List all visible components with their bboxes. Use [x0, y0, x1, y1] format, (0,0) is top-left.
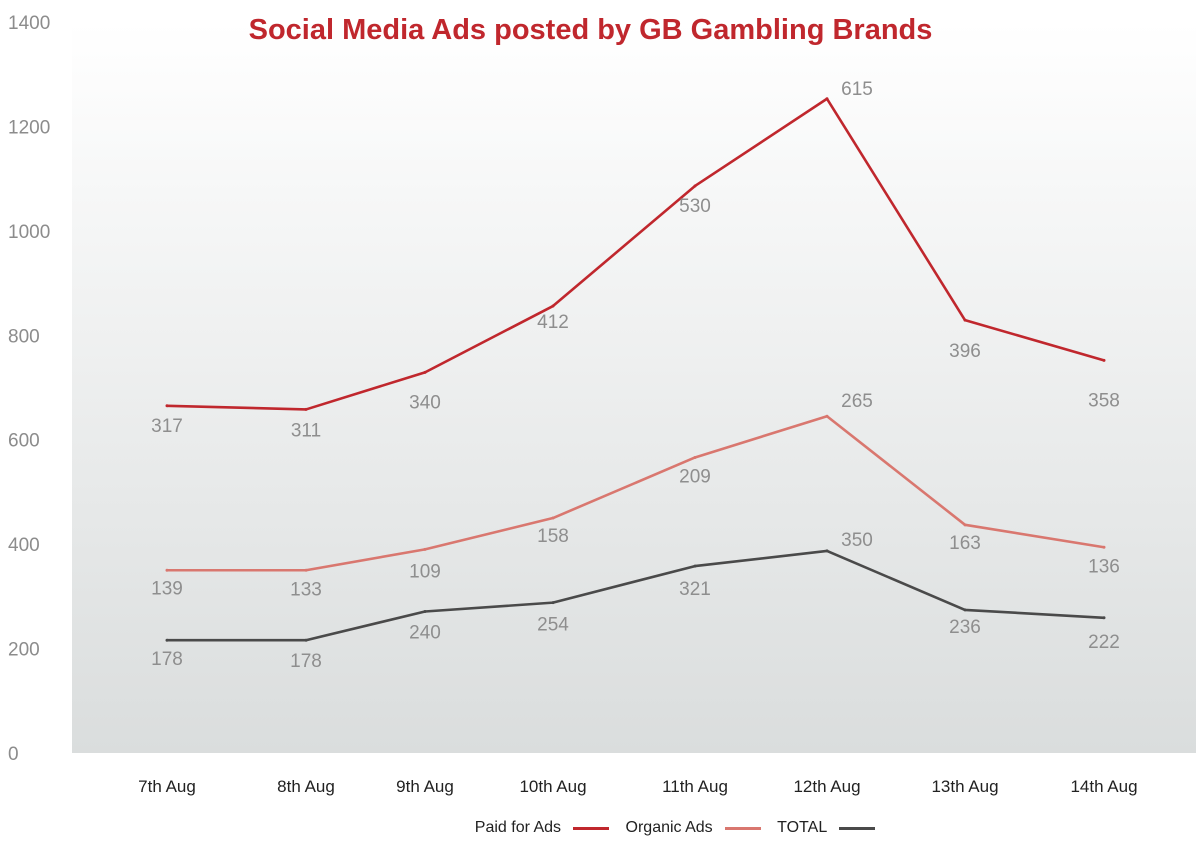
y-tick-label: 400	[8, 535, 40, 556]
data-label-organic: 109	[409, 561, 441, 582]
data-label-organic: 158	[537, 526, 569, 547]
data-label-total: 236	[949, 617, 981, 638]
data-label-total: 240	[409, 622, 441, 643]
data-point-paid	[304, 407, 308, 411]
data-point-paid	[693, 184, 697, 188]
data-point-paid	[423, 370, 427, 374]
data-label-organic: 209	[679, 466, 711, 487]
data-point-paid	[165, 404, 169, 408]
data-label-paid: 530	[679, 196, 711, 217]
data-point-total	[423, 609, 427, 613]
y-tick-label: 600	[8, 431, 40, 452]
data-point-organic	[693, 455, 697, 459]
series-line-paid	[166, 97, 1105, 411]
data-label-total: 222	[1088, 632, 1120, 653]
y-tick-label: 200	[8, 640, 40, 661]
data-label-total: 254	[537, 615, 569, 636]
data-point-total	[1102, 616, 1106, 620]
data-point-organic	[551, 516, 555, 520]
x-tick-label: 10th Aug	[519, 777, 586, 796]
data-label-paid: 615	[841, 79, 873, 100]
legend-swatch-total	[839, 826, 876, 830]
data-labels: 317 311 340 412 530 615 396 358 139 133 109 158 209 2…	[151, 79, 1120, 672]
data-point-organic	[963, 523, 967, 527]
data-label-paid: 340	[409, 392, 441, 413]
data-point-total	[963, 608, 967, 612]
y-tick-label: 0	[8, 744, 19, 765]
chart-legend: Paid for Ads Organic Ads TOTAL	[0, 819, 1196, 837]
data-point-paid	[551, 304, 555, 308]
legend-label-organic: Organic Ads	[625, 819, 713, 836]
legend-swatch-organic	[724, 826, 761, 830]
data-label-paid: 317	[151, 416, 183, 437]
data-point-organic	[1102, 545, 1106, 549]
data-label-organic: 163	[949, 533, 981, 554]
y-tick-label: 1000	[8, 222, 50, 243]
data-label-organic: 139	[151, 578, 183, 599]
data-label-total: 178	[151, 649, 183, 670]
data-label-paid: 311	[291, 420, 321, 441]
x-tick-label: 11th Aug	[662, 777, 728, 796]
data-label-paid: 358	[1088, 390, 1120, 411]
data-point-organic	[423, 547, 427, 551]
y-tick-label: 1200	[8, 117, 50, 138]
data-point-total	[551, 601, 555, 605]
x-tick-label: 9th Aug	[396, 777, 454, 796]
y-tick-label: 800	[8, 326, 40, 347]
x-tick-label: 13th Aug	[931, 777, 998, 796]
data-point-organic	[304, 568, 308, 572]
y-tick-label: 1400	[8, 13, 50, 34]
data-label-total: 350	[841, 530, 873, 551]
legend-label-total: TOTAL	[777, 819, 828, 836]
x-axis-ticks: 7th Aug 8th Aug 9th Aug 10th Aug 11th Aug 12t…	[138, 777, 1137, 796]
data-label-organic: 265	[841, 391, 873, 412]
data-point-total	[165, 638, 169, 642]
legend-item-organic: Organic Ads	[626, 819, 761, 837]
x-tick-label: 12th Aug	[793, 777, 860, 796]
legend-swatch-paid	[573, 826, 610, 830]
data-label-paid: 412	[537, 312, 569, 333]
data-point-total	[693, 564, 697, 568]
data-point-organic	[165, 568, 169, 572]
x-tick-label: 14th Aug	[1070, 777, 1137, 796]
data-point-organic	[825, 414, 829, 418]
y-axis-ticks: 0 200 400 600 800 1000 1200 1400	[8, 13, 50, 765]
plot-area	[72, 22, 1196, 753]
series-line-total	[167, 549, 1105, 642]
data-point-paid	[825, 97, 829, 101]
chart-title: Social Media Ads posted by GB Gambling B…	[248, 14, 933, 46]
data-label-organic: 136	[1088, 556, 1120, 577]
legend-item-paid: Paid for Ads	[474, 819, 610, 837]
data-label-total: 321	[679, 579, 711, 600]
series-lines	[165, 97, 1106, 642]
legend-item-total: TOTAL	[777, 819, 876, 837]
data-label-total: 178	[290, 651, 322, 672]
data-point-paid	[963, 318, 967, 322]
data-label-organic: 133	[290, 579, 322, 600]
data-point-total	[304, 638, 308, 642]
legend-label-paid: Paid for Ads	[474, 819, 562, 836]
data-point-paid	[1102, 358, 1106, 362]
x-tick-label: 7th Aug	[138, 777, 196, 796]
data-point-total	[825, 549, 829, 553]
series-line-organic	[167, 414, 1105, 572]
x-tick-label: 8th Aug	[277, 777, 335, 796]
data-label-paid: 396	[949, 341, 981, 362]
